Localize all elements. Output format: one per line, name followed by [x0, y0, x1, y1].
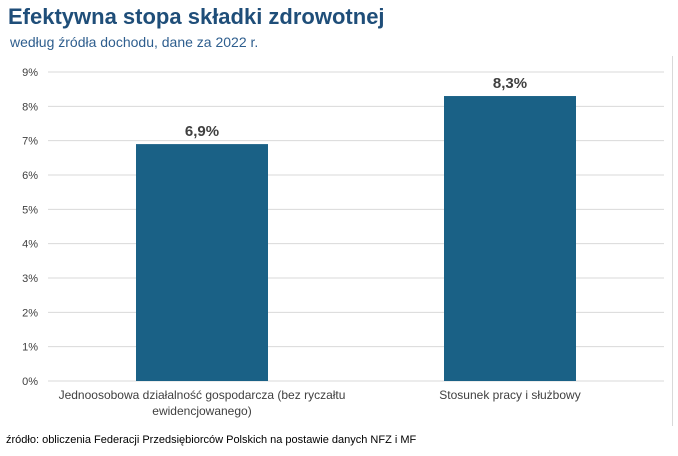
source-note: źródło: obliczenia Federacji Przedsiębio…: [6, 434, 417, 446]
chart-frame: 0% 1% 2% 3% 4% 5% 6% 7% 8% 9% 6,9% Jednoosobowa dzi…: [4, 56, 673, 426]
chart-title: Efektywna stopa składki zdrowotnej: [8, 4, 385, 29]
x-tick-label: Jednoosobowa działalność gospodarcza (be…: [59, 388, 346, 402]
y-tick-label: 8%: [22, 101, 38, 113]
bar: [136, 144, 268, 381]
bar-chart: 0% 1% 2% 3% 4% 5% 6% 7% 8% 9% 6,9% Jednoosobowa dzi…: [22, 67, 664, 418]
y-tick-label: 6%: [22, 170, 38, 182]
y-tick-label: 0%: [22, 376, 38, 388]
y-tick-label: 1%: [22, 342, 38, 354]
y-tick-label: 5%: [22, 204, 38, 216]
y-tick-label: 7%: [22, 136, 38, 148]
x-tick-label: Stosunek pracy i służbowy: [439, 388, 580, 402]
y-tick-label: 9%: [22, 67, 38, 79]
y-tick-label: 2%: [22, 307, 38, 319]
y-tick-label: 3%: [22, 273, 38, 285]
y-tick-label: 4%: [22, 239, 38, 251]
chart-subtitle: według źródła dochodu, dane za 2022 r.: [10, 34, 259, 50]
data-label: 8,3%: [493, 75, 527, 92]
bar: [444, 96, 576, 382]
x-tick-label: ewidencjowanego): [152, 404, 251, 418]
data-label: 6,9%: [185, 123, 219, 140]
